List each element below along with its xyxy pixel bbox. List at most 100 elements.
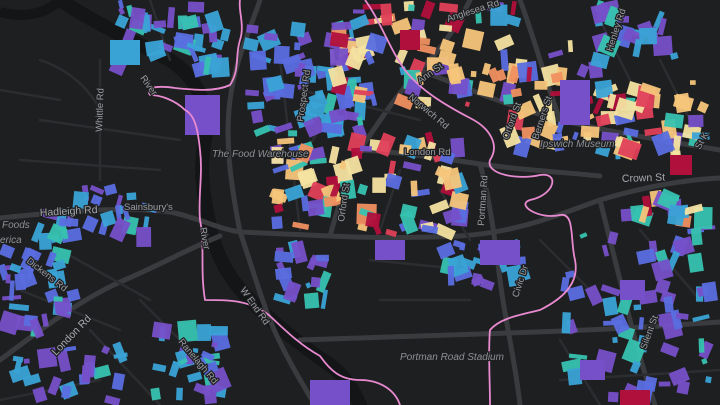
building	[277, 137, 295, 145]
building	[380, 3, 393, 26]
building	[442, 207, 462, 225]
building	[500, 49, 509, 72]
building-cluster-7	[30, 183, 158, 250]
building	[481, 62, 492, 76]
minor-road-6	[88, 328, 162, 405]
building	[306, 198, 325, 217]
building	[46, 223, 68, 245]
building	[186, 350, 194, 365]
building	[294, 68, 303, 77]
building	[264, 32, 278, 42]
building	[691, 132, 710, 140]
label-ipswich-museum: Ipswich Museum	[540, 139, 614, 150]
building	[203, 56, 212, 75]
building	[289, 160, 308, 173]
building	[636, 248, 656, 265]
boundary-line	[147, 0, 577, 405]
building	[200, 350, 215, 362]
building-cluster-8	[0, 243, 81, 339]
building	[303, 115, 326, 138]
building	[532, 93, 546, 112]
building	[494, 34, 515, 52]
building	[152, 363, 167, 373]
building	[59, 218, 79, 227]
building	[297, 84, 306, 90]
building	[203, 384, 217, 405]
major-road-2	[237, 229, 318, 405]
building	[121, 205, 131, 221]
building	[584, 284, 604, 307]
building	[143, 216, 150, 229]
building	[568, 353, 588, 360]
building	[499, 123, 522, 149]
building	[448, 63, 462, 85]
building	[447, 265, 455, 286]
building	[415, 71, 424, 86]
building-cluster-5	[600, 80, 710, 161]
building	[399, 210, 419, 235]
building	[168, 360, 181, 378]
building	[291, 240, 308, 264]
building	[47, 270, 67, 288]
building	[687, 252, 704, 273]
building	[242, 37, 260, 52]
building	[249, 50, 267, 71]
building	[661, 196, 680, 202]
building	[40, 208, 63, 222]
building	[449, 191, 470, 211]
building	[487, 67, 501, 83]
building-large-7	[670, 155, 692, 175]
building	[201, 361, 219, 375]
building	[22, 373, 41, 387]
building-large-3	[310, 380, 350, 405]
building	[126, 192, 137, 201]
building	[359, 145, 372, 152]
building	[295, 143, 314, 164]
building	[310, 276, 321, 288]
building	[437, 49, 457, 68]
building	[464, 101, 471, 108]
building-cluster-6	[269, 130, 470, 241]
building	[186, 371, 203, 383]
building	[32, 386, 48, 404]
building	[327, 65, 348, 88]
building	[438, 2, 459, 13]
building	[210, 57, 230, 78]
building	[620, 208, 634, 222]
building	[328, 145, 340, 165]
building	[5, 274, 11, 284]
building	[701, 357, 708, 365]
building	[144, 39, 165, 57]
building	[490, 4, 508, 26]
building	[265, 74, 285, 93]
label-sainsburys: Sainsbury's	[124, 202, 173, 213]
building	[639, 82, 661, 97]
building	[51, 259, 67, 272]
building	[99, 210, 117, 228]
building	[690, 227, 703, 246]
building	[211, 341, 218, 348]
major-road-9	[297, 319, 720, 343]
building	[416, 43, 437, 55]
building	[90, 194, 103, 207]
building	[365, 32, 388, 55]
building	[166, 6, 176, 29]
building	[623, 127, 639, 138]
building	[407, 4, 415, 12]
building	[153, 20, 167, 29]
building	[271, 147, 284, 164]
building	[272, 164, 290, 174]
building	[186, 42, 207, 54]
building	[676, 380, 691, 395]
building	[607, 391, 619, 403]
building	[658, 381, 671, 387]
building	[644, 127, 663, 137]
building	[128, 6, 146, 30]
building	[288, 130, 298, 137]
building	[419, 100, 425, 109]
building	[187, 44, 199, 63]
label-foods: Foods	[2, 220, 30, 231]
